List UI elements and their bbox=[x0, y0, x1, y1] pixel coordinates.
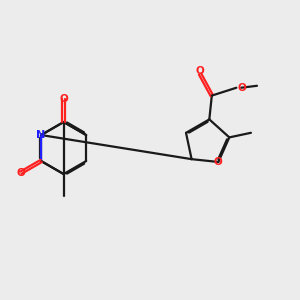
Text: O: O bbox=[237, 83, 246, 93]
Text: N: N bbox=[37, 130, 46, 140]
Text: O: O bbox=[196, 66, 204, 76]
Text: O: O bbox=[214, 157, 223, 167]
Text: O: O bbox=[59, 94, 68, 103]
Text: O: O bbox=[16, 168, 25, 178]
